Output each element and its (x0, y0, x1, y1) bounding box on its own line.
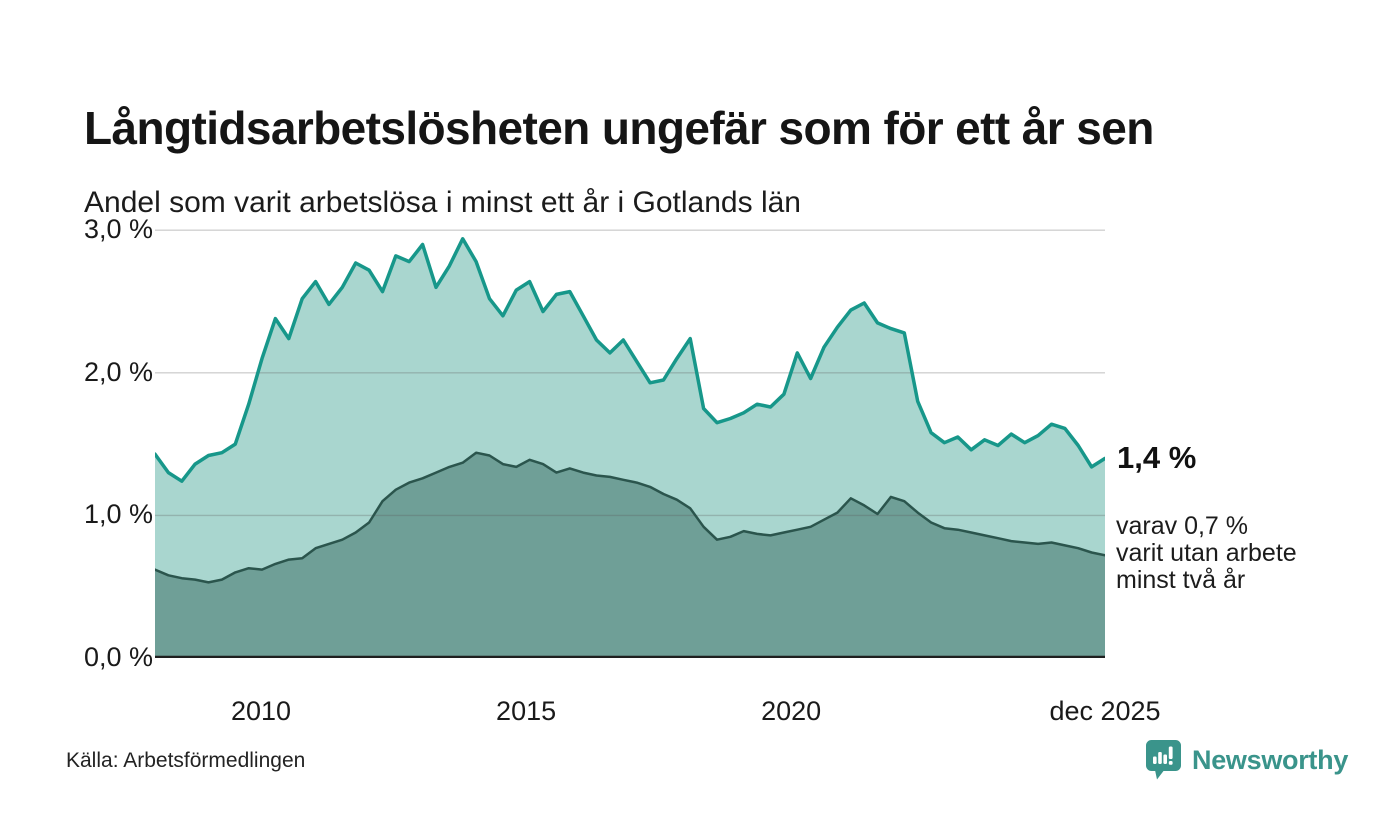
line-series-2 (155, 451, 1105, 584)
y-axis-label: 1,0 % (84, 499, 154, 530)
series2-annotation: varav 0,7 % varit utan arbete minst två … (1116, 513, 1297, 594)
x-axis-label: 2020 (761, 696, 822, 726)
chart-subtitle: Andel som varit arbetslösa i minst ett å… (84, 186, 801, 219)
y-axis-label: 0,0 % (84, 642, 154, 672)
series2-annotation-line: varav 0,7 % (1116, 512, 1249, 540)
newsworthy-bubble-chart-icon (1146, 740, 1181, 780)
area-series-2 (155, 452, 1105, 658)
x-axis-label: dec 2025 (1049, 696, 1161, 726)
series2-annotation-line: minst två år (1116, 566, 1246, 594)
y-axis-label: 3,0 % (84, 214, 154, 245)
line-series-1 (155, 237, 1105, 483)
newsworthy-wordmark: Newsworthy (1192, 744, 1349, 775)
x-axis-label: 2010 (230, 696, 292, 726)
newsworthy-logo[interactable]: Newsworthy (1146, 740, 1348, 780)
y-axis-label: 2,0 % (84, 356, 154, 387)
plot-area (155, 229, 1105, 658)
x-axis-label: 2015 (496, 696, 557, 726)
source-note: Källa: Arbetsförmedlingen (66, 749, 306, 772)
series2-annotation-line: varit utan arbete (1116, 539, 1297, 567)
chart-title: Långtidsarbetslösheten ungefär som för e… (84, 101, 1154, 154)
series1-latest-value-label: 1,4 % (1117, 440, 1197, 475)
